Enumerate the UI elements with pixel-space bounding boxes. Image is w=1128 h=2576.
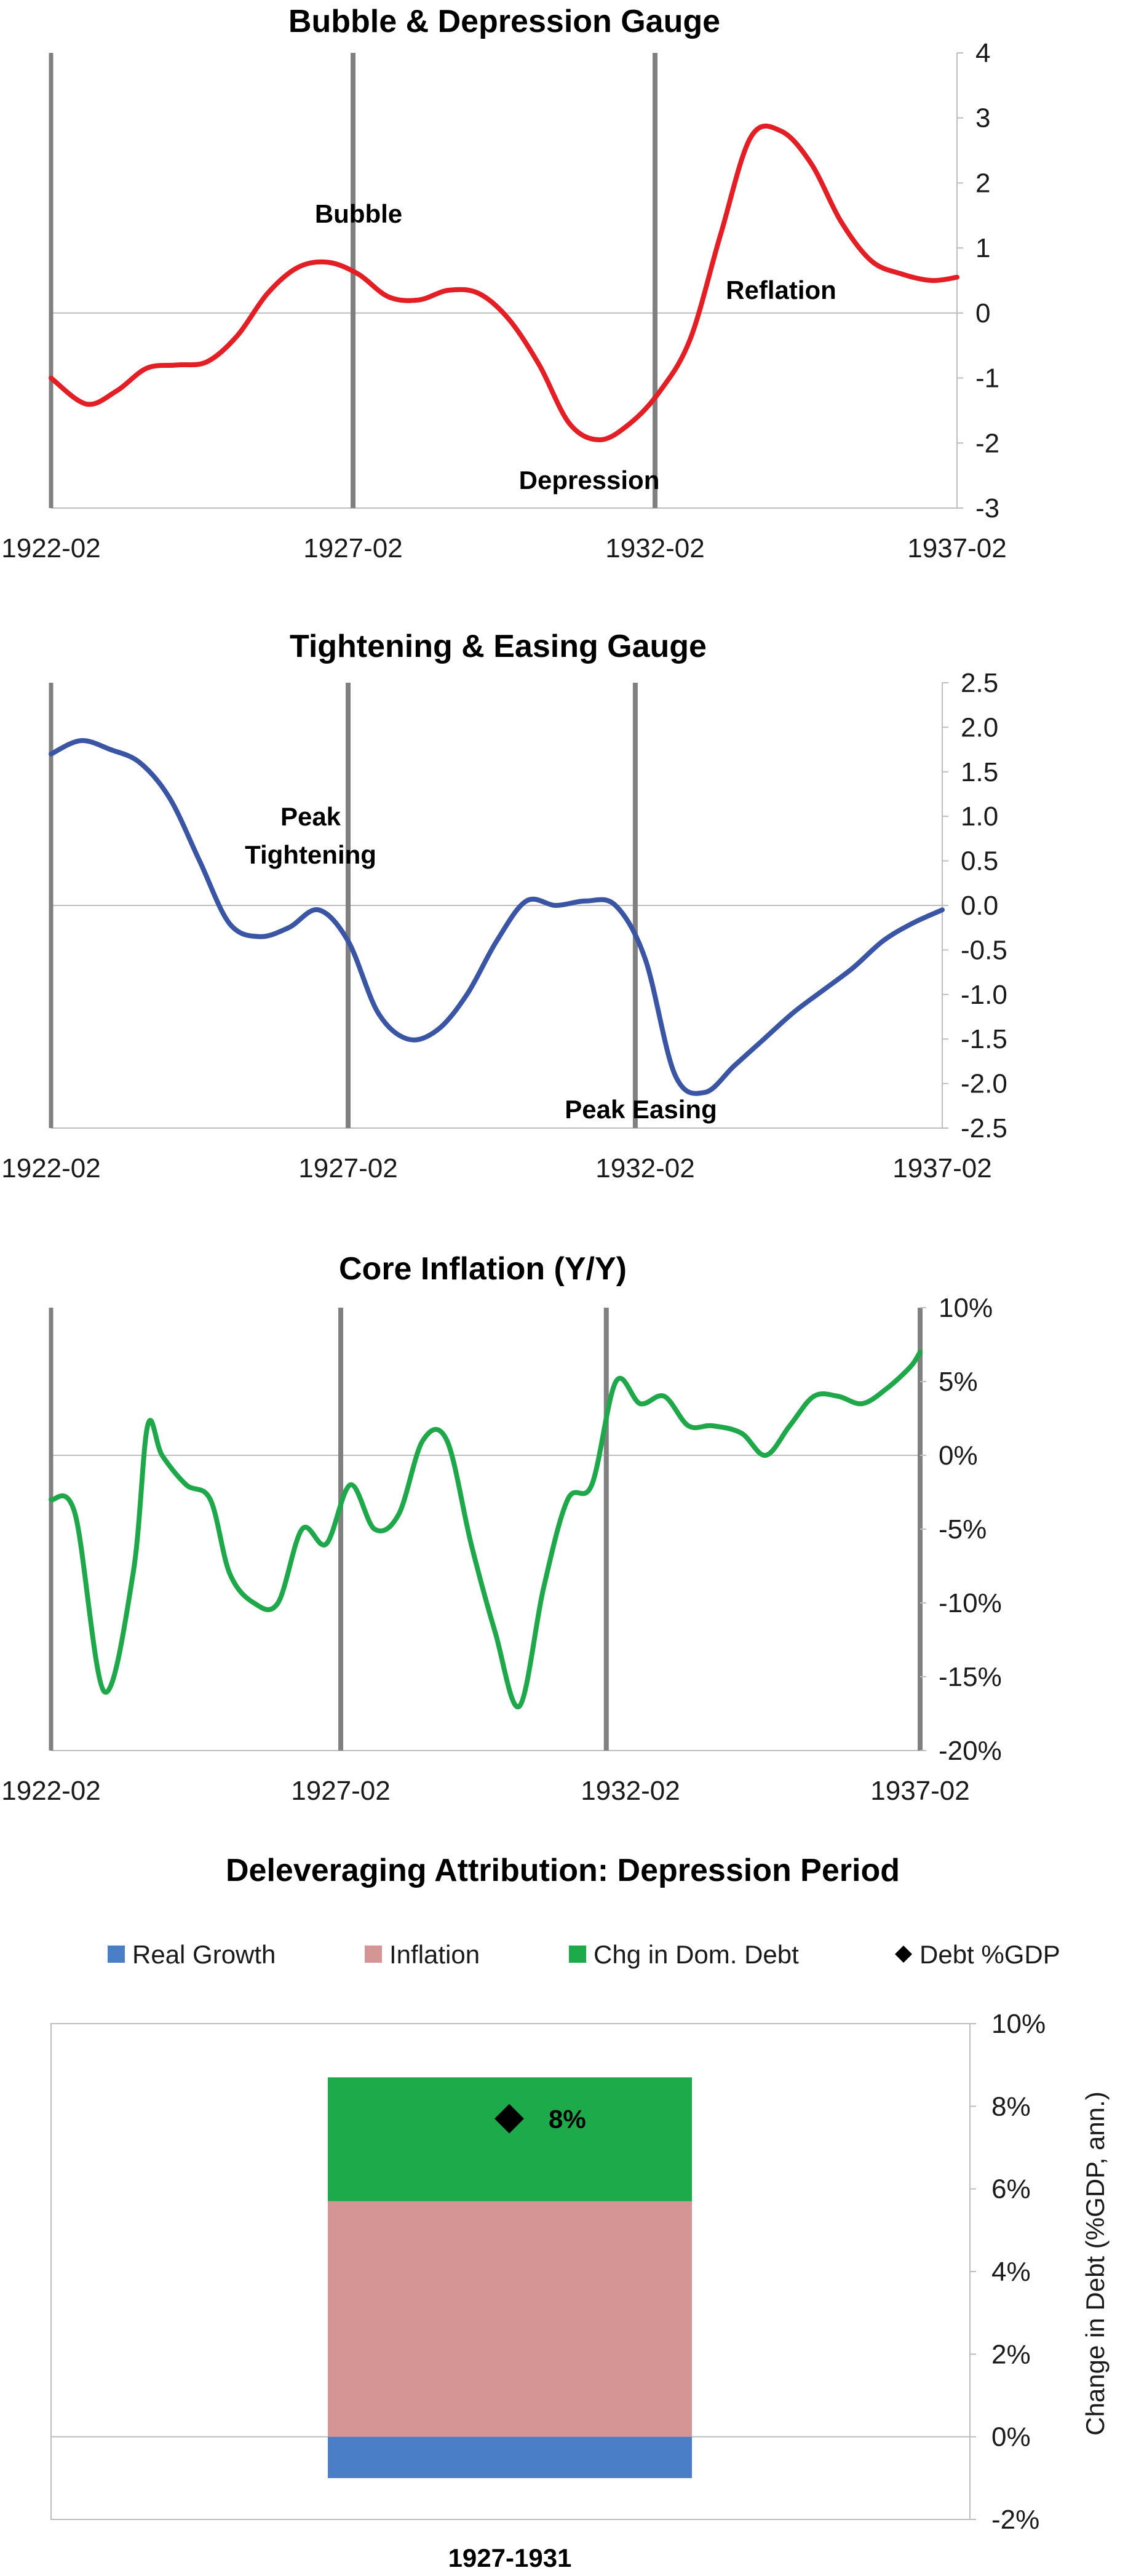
x-tick-label: 1927-02 <box>291 1776 390 1806</box>
legend-swatch <box>365 1946 382 1963</box>
annotation-label: Peak Easing <box>565 1095 717 1124</box>
y-tick-label: -2.5 <box>961 1113 1007 1143</box>
x-tick-label: 1937-02 <box>870 1776 969 1806</box>
bar-segment <box>328 2201 692 2437</box>
y-tick-label: 2 <box>975 168 990 198</box>
line-chart-3: Core Inflation (Y/Y) 10% 5% 0% -5% -10% -15% -2… <box>1 1251 1001 1806</box>
line-chart-1: Bubble & Depression Gauge 4 3 2 1 0 -1 -2 -3 1922… <box>1 4 1006 563</box>
y-tick-label: 4% <box>991 2257 1031 2287</box>
bar-segment <box>328 2077 692 2201</box>
y-tick-label: -20% <box>939 1736 1002 1766</box>
y-tick-label: 0% <box>991 2422 1031 2452</box>
annotation-label: Depression <box>519 466 660 495</box>
y-tick-label: 0.5 <box>961 846 998 877</box>
y-axis-title: Change in Debt (%GDP, ann.) <box>1081 2091 1110 2436</box>
y-tick-label: -5% <box>939 1514 987 1544</box>
y-tick-label: 10% <box>991 2009 1046 2039</box>
y-tick-label: 1.5 <box>961 757 998 787</box>
y-tick-label: -3 <box>975 493 999 523</box>
x-tick-label: 1927-02 <box>298 1153 397 1183</box>
annotation-label: Bubble <box>315 199 402 228</box>
chart-title: Tightening & Easing Gauge <box>290 629 707 664</box>
category-label: 1927-1931 <box>448 2543 572 2572</box>
y-tick-label: -2% <box>991 2505 1039 2535</box>
x-tick-label: 1932-02 <box>605 533 704 563</box>
series-line <box>49 738 945 1096</box>
x-tick-label: 1937-02 <box>892 1153 991 1183</box>
legend-swatch <box>108 1946 125 1963</box>
y-tick-label: 6% <box>991 2174 1031 2204</box>
y-tick-label: 1 <box>975 233 990 263</box>
y-tick-label: 2.5 <box>961 668 998 698</box>
x-tick-label: 1937-02 <box>907 533 1006 563</box>
chart-title: Deleveraging Attribution: Depression Per… <box>226 1853 900 1888</box>
y-tick-label: -1.5 <box>961 1024 1007 1054</box>
annotation-label: Peak <box>280 802 341 831</box>
x-tick-label: 1927-02 <box>303 533 402 563</box>
y-tick-label: 8% <box>991 2091 1031 2121</box>
x-tick-label: 1932-02 <box>595 1153 694 1183</box>
y-tick-label: -2 <box>975 428 999 458</box>
y-tick-label: -10% <box>939 1588 1002 1618</box>
y-tick-label: 0 <box>975 298 990 328</box>
y-tick-label: -15% <box>939 1662 1002 1692</box>
bar-chart: Deleveraging Attribution: Depression Per… <box>50 1853 1110 2572</box>
y-tick-label: 4 <box>975 38 990 68</box>
annotation-label: Tightening <box>245 840 376 869</box>
y-tick-label: -1 <box>975 364 999 394</box>
legend-label: Debt %GDP <box>919 1940 1060 1969</box>
series-line <box>49 124 959 442</box>
legend-label: Inflation <box>389 1940 480 1969</box>
y-tick-label: 2.0 <box>961 712 998 742</box>
line-chart-2: Tightening & Easing Gauge 2.5 2.0 1.5 1.0 0.5… <box>1 629 1007 1183</box>
debt-gdp-diamond <box>494 2104 524 2134</box>
legend-label: Real Growth <box>132 1940 276 1969</box>
chart-title: Bubble & Depression Gauge <box>288 4 720 39</box>
y-tick-label: -0.5 <box>961 935 1007 965</box>
chart-title: Core Inflation (Y/Y) <box>339 1251 627 1287</box>
y-tick-label: -1.0 <box>961 980 1007 1010</box>
x-tick-label: 1932-02 <box>581 1776 680 1806</box>
y-tick-label: 1.0 <box>961 801 998 832</box>
legend-label: Chg in Dom. Debt <box>594 1940 799 1969</box>
y-tick-label: 3 <box>975 103 990 133</box>
annotation-label: Reflation <box>726 276 836 304</box>
x-tick-label: 1922-02 <box>1 533 100 563</box>
y-tick-label: 5% <box>939 1367 978 1397</box>
y-tick-label: 10% <box>939 1293 993 1323</box>
series-line <box>49 1350 923 1710</box>
x-tick-label: 1922-02 <box>1 1776 100 1806</box>
y-tick-label: 0% <box>939 1441 978 1471</box>
legend-swatch <box>569 1946 586 1963</box>
y-tick-label: 2% <box>991 2339 1031 2369</box>
y-tick-label: 0.0 <box>961 891 998 921</box>
data-label: 8% <box>549 2104 586 2133</box>
y-tick-label: -2.0 <box>961 1069 1007 1099</box>
legend-diamond-icon <box>895 1946 912 1963</box>
x-tick-label: 1922-02 <box>1 1153 100 1183</box>
bar-segment <box>328 2436 692 2478</box>
